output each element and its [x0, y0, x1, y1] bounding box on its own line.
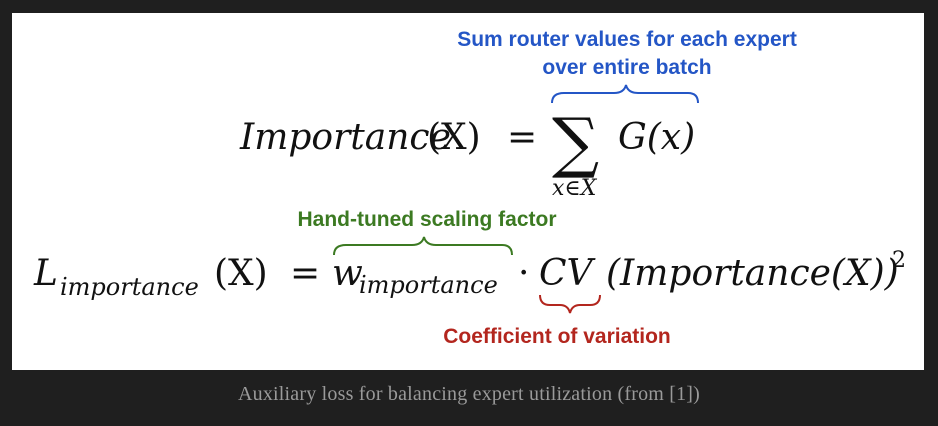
green-brace [333, 236, 513, 256]
equation-loss: L importance (X) = w importance · CV (Im… [33, 248, 906, 301]
router-sum-annotation: Sum router values for each expert over e… [457, 28, 797, 79]
exponent: 2 [892, 248, 906, 273]
loss-symbol: L [33, 253, 58, 294]
loss-subscript: importance [60, 273, 199, 301]
cv-symbol: CV [539, 253, 597, 294]
cv-annotation: Coefficient of variation [443, 325, 671, 348]
cv-argument: (Importance(X)) [606, 253, 899, 294]
equation-importance: Importance (X) = ∑ x∈X G(x) [239, 104, 695, 201]
importance-argument: (X) [427, 117, 481, 158]
equals-sign-2: = [290, 253, 320, 294]
equals-sign-1: = [507, 117, 537, 158]
equations-figure: Importance (X) = ∑ x∈X G(x) L importance… [33, 84, 906, 314]
red-brace [539, 294, 601, 314]
importance-symbol: Importance [239, 117, 451, 158]
weight-symbol: w [332, 253, 363, 294]
figure-card: Importance (X) = ∑ x∈X G(x) L importance… [12, 13, 924, 370]
loss-argument: (X) [214, 253, 268, 294]
multiply-dot: · [518, 253, 529, 294]
blue-brace [551, 84, 699, 104]
router-function: G(x) [618, 117, 695, 158]
weight-subscript: importance [359, 271, 498, 299]
figure-caption: Auxiliary loss for balancing expert util… [237, 383, 701, 405]
summation-sign: ∑ [552, 104, 599, 181]
scaling-factor-annotation: Hand-tuned scaling factor [297, 208, 557, 231]
summation-subscript: x∈X [552, 176, 598, 201]
